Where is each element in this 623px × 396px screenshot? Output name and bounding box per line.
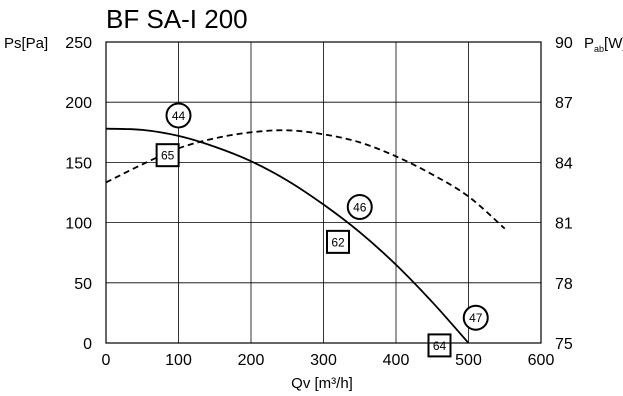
y-tick-label: 200	[65, 95, 92, 112]
y2-tick-label: 81	[555, 216, 573, 233]
pressure-curve	[105, 127, 470, 344]
series-lines	[105, 127, 506, 344]
x-axis-label: Qv [m³/h]	[291, 375, 353, 392]
marker-label: 62	[331, 235, 345, 249]
x-tick-labels: 0 100 200 300 400 500 600	[102, 352, 555, 369]
chart-title: BF SA-I 200	[106, 4, 248, 34]
sound-level-marker: 65	[155, 143, 180, 168]
y2-tick-label: 90	[555, 35, 573, 52]
sound-level-marker: 64	[427, 333, 452, 358]
marker-label: 46	[353, 200, 367, 214]
x-tick-label: 300	[310, 352, 337, 369]
marker-circle	[462, 304, 489, 331]
x-tick-label: 500	[455, 352, 482, 369]
y2-tick-label: 75	[555, 336, 573, 353]
y2-tick-label: 78	[555, 276, 573, 293]
x-tick-label: 100	[165, 352, 192, 369]
sound-level-marker: 62	[326, 229, 350, 254]
y2-tick-label: 87	[555, 95, 573, 112]
plot-frame	[105, 41, 542, 344]
efficiency-marker: 46	[346, 193, 373, 220]
y2-axis-label: Pab[W]	[584, 35, 623, 54]
x-tick-label: 400	[383, 352, 410, 369]
marker-label: 47	[469, 311, 483, 325]
efficiency-marker: 44	[165, 102, 192, 129]
y-tick-label: 0	[83, 336, 92, 353]
y2-axis-label-unit: [W]	[604, 35, 623, 52]
y-axis-label: Ps[Pa]	[4, 35, 48, 52]
x-tick-label: 200	[238, 352, 265, 369]
y-tick-label: 150	[65, 155, 92, 172]
y2-tick-labels: 75 78 81 84 87 90	[555, 35, 573, 353]
marker-label: 44	[172, 109, 186, 123]
y-tick-label: 100	[65, 216, 92, 233]
y-tick-label: 250	[65, 35, 92, 52]
marker-circle	[346, 193, 373, 220]
x-tick-label: 600	[528, 352, 555, 369]
marker-label: 64	[433, 339, 447, 353]
grid	[106, 42, 541, 343]
marker-label: 65	[161, 149, 175, 163]
marker-circle	[165, 102, 192, 129]
x-tick-label: 0	[102, 352, 111, 369]
y-tick-label: 50	[74, 276, 92, 293]
y2-axis-label-main: P	[584, 35, 594, 52]
marker-square	[326, 229, 350, 254]
marker-square	[155, 143, 180, 168]
y2-tick-label: 84	[555, 155, 573, 172]
y2-axis-label-sub: ab	[594, 44, 604, 54]
operating-point-markers: 44 46 47 65 62 64	[155, 102, 489, 358]
y-tick-labels: 0 50 100 150 200 250	[65, 35, 92, 353]
efficiency-marker: 47	[462, 304, 489, 331]
marker-square	[427, 333, 452, 358]
